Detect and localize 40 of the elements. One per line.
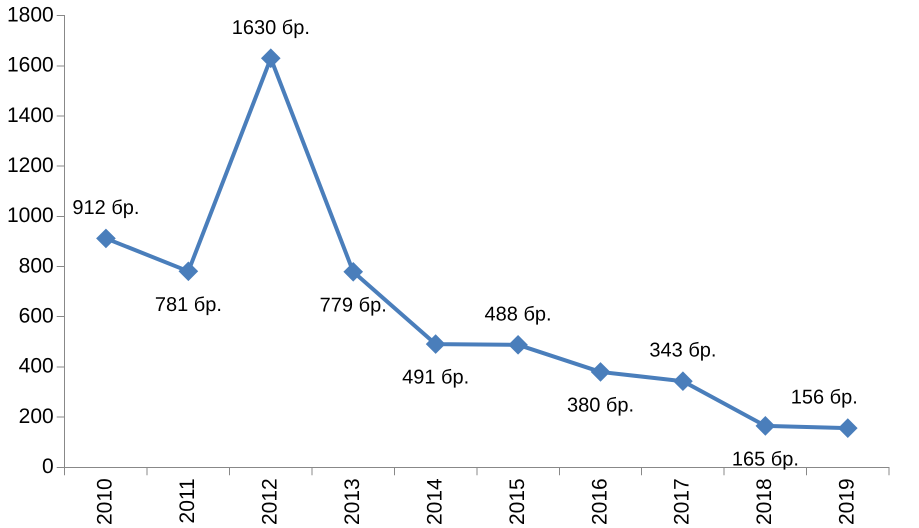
point — [179, 262, 198, 280]
y-tick-label: 1400 — [7, 104, 54, 127]
point — [509, 336, 528, 354]
point — [262, 49, 280, 68]
y-tick-label: 400 — [18, 354, 54, 378]
x-tick-label: 2013 — [341, 478, 364, 525]
data-label: 779 бр. — [320, 294, 387, 316]
point — [838, 419, 857, 438]
point — [426, 335, 445, 354]
x-tick-label: 2017 — [670, 478, 694, 525]
x-tick-label: 2010 — [94, 478, 117, 525]
y-tick-label: 200 — [18, 404, 54, 428]
y-tick-label: 1000 — [7, 204, 54, 228]
data-label: 781 бр. — [154, 294, 222, 316]
data-label: 343 бр. — [649, 340, 716, 362]
data-label: 1630 бр. — [232, 16, 310, 39]
y-tick-label: 800 — [18, 254, 54, 278]
y-tick-label: 0 — [42, 455, 54, 478]
point — [674, 372, 692, 390]
x-tick-label: 2011 — [176, 478, 200, 524]
y-tick-label: 1600 — [7, 54, 54, 77]
y-tick-label: 1200 — [7, 154, 54, 177]
x-tick-label: 2018 — [753, 478, 776, 525]
point — [96, 229, 115, 248]
x-tick-label: 2016 — [588, 478, 612, 525]
point — [756, 416, 774, 435]
data-label: 488 бр. — [484, 303, 552, 326]
y-tick-label: 1800 — [7, 3, 54, 26]
point — [592, 362, 610, 381]
x-tick-label: 2015 — [506, 478, 529, 525]
data-label: 491 бр. — [402, 366, 470, 389]
data-label: 380 бр. — [566, 394, 634, 416]
data-label: 165 бр. — [732, 448, 799, 470]
x-tick-label: 2014 — [423, 478, 446, 525]
point — [344, 262, 362, 281]
y-tick-label: 600 — [18, 304, 54, 328]
data-label: 912 бр. — [72, 196, 140, 219]
data-label: 156 бр. — [790, 386, 858, 409]
x-tick-label: 2019 — [836, 478, 859, 525]
x-tick-label: 2012 — [258, 478, 282, 525]
